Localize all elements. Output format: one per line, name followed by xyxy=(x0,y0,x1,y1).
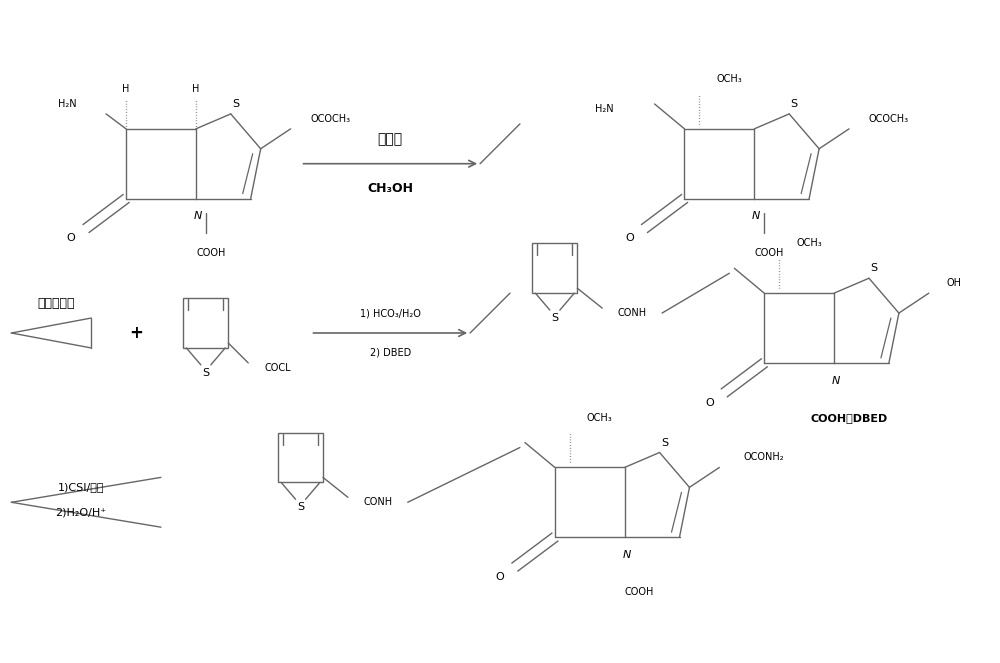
Text: 去乙酰基酶: 去乙酰基酶 xyxy=(37,296,75,310)
Text: +: + xyxy=(129,324,143,342)
Text: N: N xyxy=(832,376,840,386)
Text: OCOCH₃: OCOCH₃ xyxy=(869,114,909,124)
Text: 2)H₂O/H⁺: 2)H₂O/H⁺ xyxy=(56,507,107,517)
Text: COOH、DBED: COOH、DBED xyxy=(810,412,888,422)
Text: OCOCH₃: OCOCH₃ xyxy=(310,114,351,124)
Text: H: H xyxy=(192,84,200,94)
Text: 醚化酶: 醚化酶 xyxy=(378,132,403,146)
Text: COOH: COOH xyxy=(625,587,654,597)
Text: S: S xyxy=(661,438,668,448)
Text: CONH: CONH xyxy=(363,497,392,507)
Bar xyxy=(532,243,577,293)
Text: OCH₃: OCH₃ xyxy=(587,412,613,422)
Text: S: S xyxy=(232,99,239,109)
Text: N: N xyxy=(622,550,631,560)
Text: S: S xyxy=(870,263,878,273)
Text: 2) DBED: 2) DBED xyxy=(370,348,411,358)
Text: O: O xyxy=(496,572,504,582)
Text: O: O xyxy=(67,233,76,243)
Text: S: S xyxy=(791,99,798,109)
Text: N: N xyxy=(194,211,202,221)
Text: OH: OH xyxy=(946,278,961,288)
Text: O: O xyxy=(705,398,714,408)
Text: H₂N: H₂N xyxy=(595,104,614,114)
Text: O: O xyxy=(625,233,634,243)
Text: S: S xyxy=(297,503,304,512)
Text: 1)CSI/丙酮: 1)CSI/丙酮 xyxy=(58,483,104,493)
Text: OCONH₂: OCONH₂ xyxy=(744,452,785,463)
Text: COOH: COOH xyxy=(196,249,225,259)
Text: H: H xyxy=(122,84,130,94)
Text: OCH₃: OCH₃ xyxy=(716,74,742,84)
Text: N: N xyxy=(752,211,760,221)
Text: H₂N: H₂N xyxy=(58,99,76,109)
Text: OCH₃: OCH₃ xyxy=(796,239,822,249)
Text: COCL: COCL xyxy=(265,363,291,373)
Text: COOH: COOH xyxy=(755,249,784,259)
Text: S: S xyxy=(202,368,209,378)
Text: 1) HCO₃/H₂O: 1) HCO₃/H₂O xyxy=(360,308,421,318)
Text: CH₃OH: CH₃OH xyxy=(367,182,413,195)
Text: S: S xyxy=(551,313,558,323)
Text: CONH: CONH xyxy=(618,308,647,318)
Bar xyxy=(183,298,228,348)
Bar xyxy=(278,432,323,483)
